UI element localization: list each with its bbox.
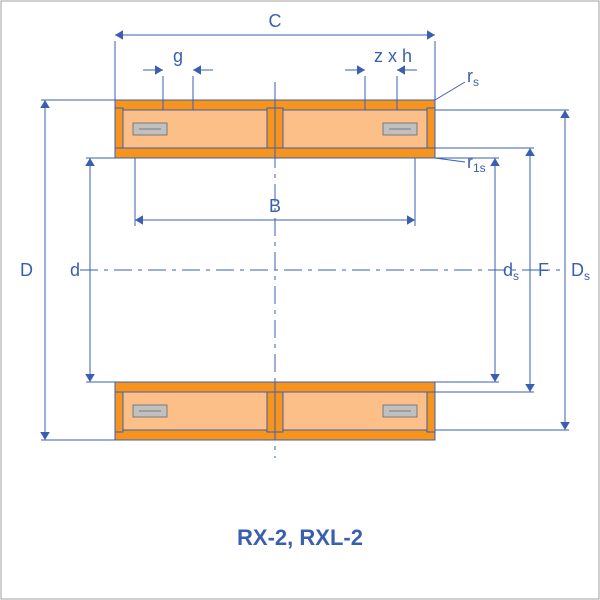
svg-text:z x h: z x h [374, 46, 412, 66]
svg-text:C: C [269, 11, 282, 31]
svg-text:d: d [70, 260, 80, 280]
svg-text:B: B [269, 196, 281, 216]
bearing-diagram: Cg z x h rs r1s B Dd ds F Ds RX-2, RXL-2 [0, 0, 600, 600]
svg-text:Ds: Ds [571, 260, 590, 283]
svg-text:D: D [20, 260, 33, 280]
svg-text:r1s: r1s [467, 152, 486, 175]
svg-text:g: g [173, 46, 183, 66]
svg-text:F: F [538, 260, 549, 280]
svg-text:RX-2, RXL-2: RX-2, RXL-2 [237, 525, 363, 550]
svg-text:rs: rs [467, 66, 479, 89]
svg-text:ds: ds [503, 260, 519, 283]
